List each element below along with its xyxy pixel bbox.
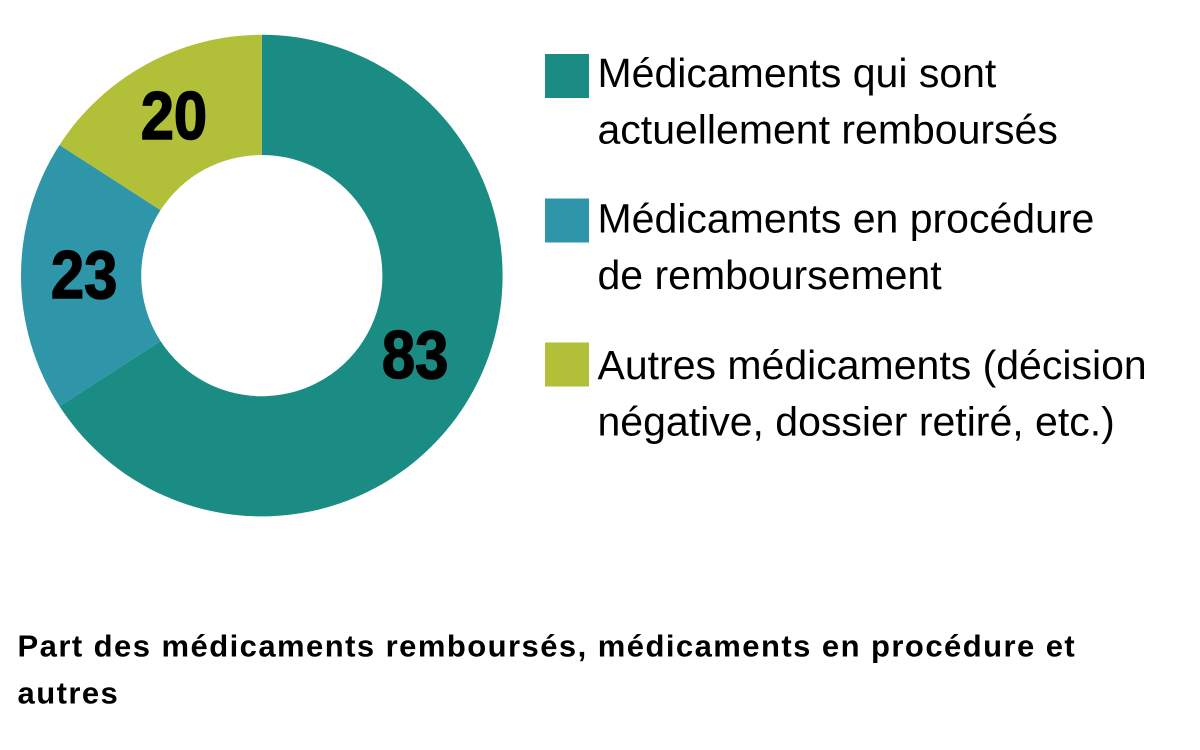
- svg-text:83: 83: [382, 317, 449, 393]
- svg-text:Part des médicaments remboursé: Part des médicaments remboursés, médicam…: [18, 629, 1077, 664]
- svg-text:Médicaments qui sont: Médicaments qui sont: [598, 50, 997, 96]
- svg-text:Médicaments en procédure: Médicaments en procédure: [598, 196, 1095, 242]
- svg-text:actuellement remboursés: actuellement remboursés: [598, 107, 1058, 153]
- svg-text:de remboursement: de remboursement: [598, 252, 943, 298]
- svg-text:20: 20: [141, 78, 208, 154]
- svg-text:23: 23: [51, 237, 118, 313]
- svg-text:autres: autres: [18, 675, 120, 710]
- svg-text:Autres médicaments (décision: Autres médicaments (décision: [598, 342, 1147, 388]
- svg-text:négative, dossier retiré, etc.: négative, dossier retiré, etc.): [598, 399, 1115, 445]
